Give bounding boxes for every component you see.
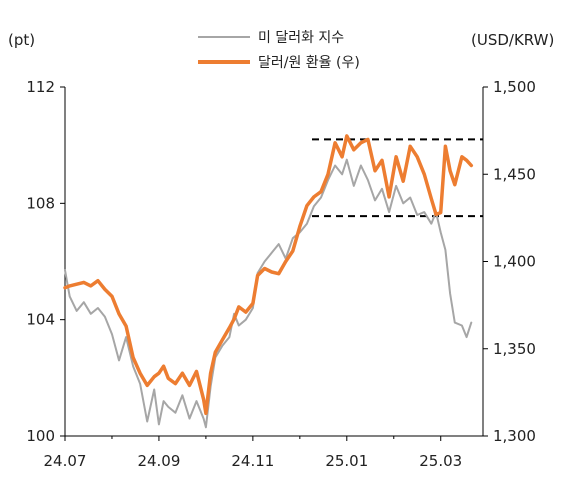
right-tick-label: 1,500 [493, 78, 536, 96]
right-axis-unit: (USD/KRW) [471, 31, 554, 49]
x-tick-label: 25.01 [325, 452, 368, 470]
legend-label-dollar-index: 미 달러화 지수 [258, 30, 344, 46]
right-tick-label: 1,350 [493, 340, 536, 358]
left-tick-label: 100 [26, 427, 55, 445]
left-axis-unit: (pt) [8, 31, 35, 49]
series-line-dollar-index [64, 158, 473, 429]
right-tick-label: 1,400 [493, 253, 536, 271]
left-tick-label: 108 [26, 194, 55, 212]
left-tick-label: 104 [26, 311, 55, 329]
reference-lines [312, 138, 483, 218]
right-tick-label: 1,300 [493, 427, 536, 445]
axes: 112 108 104 100 1,500 1,450 1,400 1,350 1,300 24.… [26, 78, 536, 470]
legend-label-usdkrw: 달러/원 환율 (우) [258, 55, 360, 71]
legend: 미 달러화 지수 달러/원 환율 (우) [198, 30, 360, 71]
series-lines [63, 134, 474, 429]
x-tick-label: 24.09 [137, 452, 180, 470]
x-tick-label: 24.11 [231, 452, 274, 470]
x-tick-label: 25.03 [419, 452, 462, 470]
series-line-usdkrw [63, 134, 474, 416]
x-tick-label: 24.07 [44, 452, 87, 470]
left-tick-label: 112 [26, 78, 55, 96]
right-tick-label: 1,450 [493, 165, 536, 183]
